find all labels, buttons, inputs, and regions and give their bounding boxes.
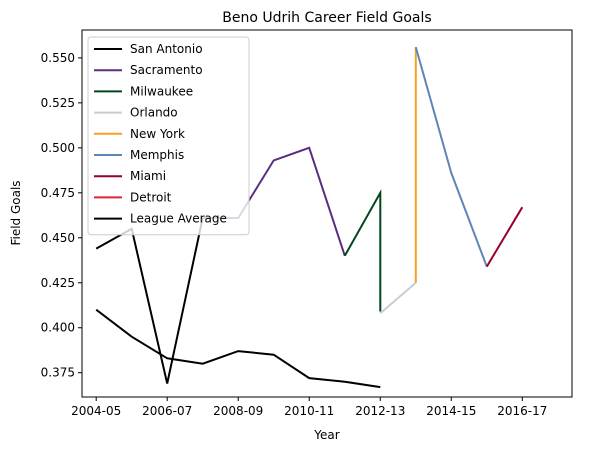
legend: San Antonio Sacramento Milwaukee Orlando New…	[87, 36, 250, 236]
chart-title: Beno Udrih Career Field Goals	[222, 10, 431, 26]
legend-label-memphis: Memphis	[130, 148, 184, 162]
y-tick-label: 0.375	[41, 366, 75, 380]
y-axis-title: Field Goals	[9, 180, 23, 245]
legend-box	[87, 36, 250, 236]
y-tick-label: 0.400	[41, 321, 75, 335]
legend-label-san-antonio: San Antonio	[130, 42, 203, 56]
series-line-memphis	[414, 46, 488, 267]
legend-label-miami: Miami	[130, 169, 166, 183]
legend-label-league-average: League Average	[130, 212, 227, 226]
x-tick-label: 2004-05	[71, 404, 121, 418]
x-tick-label: 2008-09	[213, 404, 263, 418]
x-axis-title: Year	[313, 428, 339, 442]
series-line-miami	[485, 206, 524, 268]
y-tick-label: 0.425	[41, 276, 75, 290]
y-tick-label: 0.500	[41, 141, 75, 155]
series-line-league-average	[95, 308, 381, 389]
x-tick-label: 2014-15	[426, 404, 476, 418]
legend-label-sacramento: Sacramento	[130, 63, 203, 77]
x-tick-label: 2010-11	[284, 404, 334, 418]
series-line-san-antonio	[95, 217, 204, 384]
series-line-orlando	[379, 282, 417, 315]
legend-label-milwaukee: Milwaukee	[130, 84, 193, 98]
x-tick-label: 2006-07	[142, 404, 192, 418]
legend-label-new-york: New York	[130, 127, 185, 141]
x-tick-label: 2016-17	[497, 404, 547, 418]
y-tick-label: 0.550	[41, 51, 75, 65]
x-tick-label: 2012-13	[355, 404, 405, 418]
y-tick-label: 0.450	[41, 231, 75, 245]
legend-label-orlando: Orlando	[130, 106, 178, 120]
y-axis: 0.375 0.400 0.425 0.450 0.475 0.500 0.525 0.550	[41, 51, 82, 380]
plot-frame	[81, 29, 573, 398]
series-line-milwaukee	[343, 188, 382, 312]
legend-label-detroit: Detroit	[130, 190, 172, 204]
x-axis: 2004-05 2006-07 2008-09 2010-11 2012-13 2014-…	[71, 397, 547, 418]
y-tick-label: 0.475	[41, 186, 75, 200]
y-tick-label: 0.525	[41, 96, 75, 110]
